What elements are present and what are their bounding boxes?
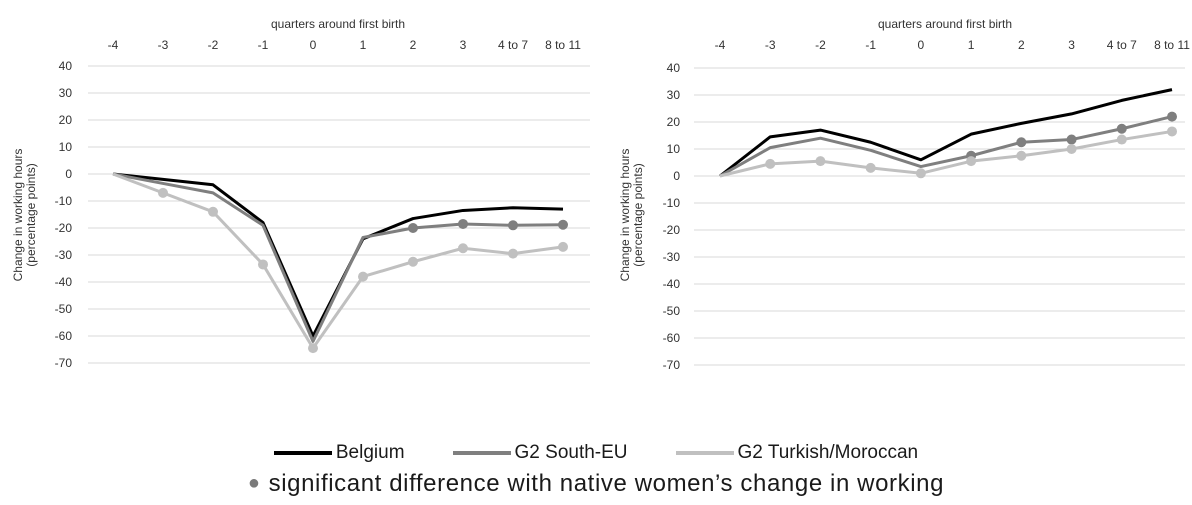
y-tick-label: 0 xyxy=(673,169,680,183)
data-point-g2-turkish-moroccan xyxy=(1116,134,1127,145)
x-tick-label: 2 xyxy=(1018,38,1025,52)
y-tick-label: -30 xyxy=(663,250,681,264)
significance-note-text: significant difference with native women… xyxy=(268,470,945,497)
y-tick-label: -40 xyxy=(663,277,681,291)
x-axis-title: quarters around first birth xyxy=(271,17,405,31)
legend-swatch-south-eu xyxy=(452,451,511,455)
y-axis-title: Change in working hours(percentage point… xyxy=(11,149,38,282)
series-line-g2-turkish-moroccan xyxy=(112,172,564,350)
x-tick-label: 4 to 7 xyxy=(498,38,528,52)
y-tick-label: 20 xyxy=(667,115,681,129)
y-tick-label: 40 xyxy=(59,59,73,73)
legend-label-south-eu: G2 South-EU xyxy=(514,442,628,463)
data-point-g2-turkish-moroccan xyxy=(258,259,268,270)
y-tick-label: -10 xyxy=(55,194,73,208)
significance-marker-icon: ● xyxy=(247,472,261,494)
x-tick-label: 2 xyxy=(410,38,417,52)
data-point-g2-south-eu xyxy=(408,223,418,233)
data-point-g2-south-eu xyxy=(1066,134,1077,145)
data-point-g2-turkish-moroccan xyxy=(158,187,168,198)
y-axis-title-line: (percentage points) xyxy=(24,163,38,266)
x-tick-label: -1 xyxy=(865,38,876,52)
data-point-g2-turkish-moroccan xyxy=(308,343,318,354)
y-tick-label: -70 xyxy=(55,356,73,370)
x-tick-label: 0 xyxy=(310,38,317,52)
data-point-g2-turkish-moroccan xyxy=(458,243,468,254)
data-point-g2-turkish-moroccan xyxy=(408,256,418,267)
data-point-g2-south-eu xyxy=(508,220,518,231)
y-tick-label: 10 xyxy=(667,142,681,156)
x-tick-label: -3 xyxy=(158,38,169,52)
data-point-g2-south-eu xyxy=(458,218,468,229)
data-point-g2-turkish-moroccan xyxy=(1167,126,1177,137)
data-point-g2-south-eu xyxy=(558,219,568,230)
legend: Belgium G2 South-EU G2 Turkish/Moroccan xyxy=(0,440,1192,466)
data-point-g2-south-eu xyxy=(1016,137,1027,148)
y-tick-label: 30 xyxy=(667,88,681,102)
data-point-g2-turkish-moroccan xyxy=(558,241,568,252)
x-tick-label: 3 xyxy=(1068,38,1075,52)
data-point-g2-turkish-moroccan xyxy=(865,162,876,173)
data-point-g2-south-eu xyxy=(1167,111,1177,122)
x-tick-label: 3 xyxy=(460,38,467,52)
y-tick-label: -30 xyxy=(55,248,73,262)
x-axis-title: quarters around first birth xyxy=(878,17,1012,31)
series-line-belgium xyxy=(719,88,1173,178)
legend-label-belgium: Belgium xyxy=(335,442,405,463)
data-point-g2-turkish-moroccan xyxy=(966,156,977,167)
data-point-g2-turkish-moroccan xyxy=(765,158,776,169)
legend-item-belgium: Belgium xyxy=(273,442,405,464)
data-point-g2-turkish-moroccan xyxy=(208,206,218,217)
x-tick-label: 4 to 7 xyxy=(1107,38,1137,52)
legend-item-south-eu: G2 South-EU xyxy=(452,442,628,464)
y-tick-label: -10 xyxy=(663,196,681,210)
data-point-g2-turkish-moroccan xyxy=(1066,144,1077,154)
series-line-g2-south-eu xyxy=(719,115,1173,178)
y-tick-label: -70 xyxy=(663,358,681,372)
x-tick-label: 1 xyxy=(968,38,975,52)
x-tick-label: -4 xyxy=(715,38,726,52)
y-tick-label: 30 xyxy=(59,86,73,100)
y-tick-label: 10 xyxy=(59,140,73,154)
data-point-g2-turkish-moroccan xyxy=(508,248,518,259)
x-tick-label: -2 xyxy=(208,38,219,52)
x-tick-label: 0 xyxy=(918,38,925,52)
y-tick-label: 40 xyxy=(667,61,681,75)
series-line-g2-south-eu xyxy=(112,172,564,343)
data-point-g2-turkish-moroccan xyxy=(1016,150,1027,161)
y-tick-label: -50 xyxy=(55,302,73,316)
y-tick-label: -60 xyxy=(55,329,73,343)
significance-note: ● significant difference with native wome… xyxy=(0,470,1192,498)
y-tick-label: -60 xyxy=(663,331,681,345)
x-tick-label: 8 to 11 xyxy=(545,38,581,52)
x-tick-label: 1 xyxy=(360,38,367,52)
y-axis-title-line: Change in working hours xyxy=(11,149,25,282)
legend-swatch-turkish-moroccan xyxy=(675,451,734,455)
y-tick-label: -20 xyxy=(663,223,681,237)
x-tick-label: -3 xyxy=(765,38,776,52)
data-point-g2-south-eu xyxy=(1116,123,1127,134)
y-tick-label: -20 xyxy=(55,221,73,235)
y-tick-label: 20 xyxy=(59,113,73,127)
series-line-g2-turkish-moroccan xyxy=(719,129,1173,178)
y-axis-title: Change in working hours(percentage point… xyxy=(618,149,645,282)
x-tick-label: -1 xyxy=(258,38,269,52)
data-point-g2-turkish-moroccan xyxy=(358,271,368,282)
x-tick-label: 8 to 11 xyxy=(1154,38,1190,52)
legend-label-turkish-moroccan: G2 Turkish/Moroccan xyxy=(737,442,919,463)
y-tick-label: -40 xyxy=(55,275,73,289)
legend-item-turkish-moroccan: G2 Turkish/Moroccan xyxy=(675,442,919,464)
data-point-g2-turkish-moroccan xyxy=(815,156,826,167)
legend-swatch-belgium xyxy=(273,451,332,455)
y-axis-title-line: (percentage points) xyxy=(631,163,645,266)
x-tick-label: -4 xyxy=(108,38,119,52)
data-point-g2-turkish-moroccan xyxy=(915,168,926,179)
y-tick-label: 0 xyxy=(65,167,72,181)
x-tick-label: -2 xyxy=(815,38,826,52)
y-axis-title-line: Change in working hours xyxy=(618,149,632,282)
y-tick-label: -50 xyxy=(663,304,681,318)
